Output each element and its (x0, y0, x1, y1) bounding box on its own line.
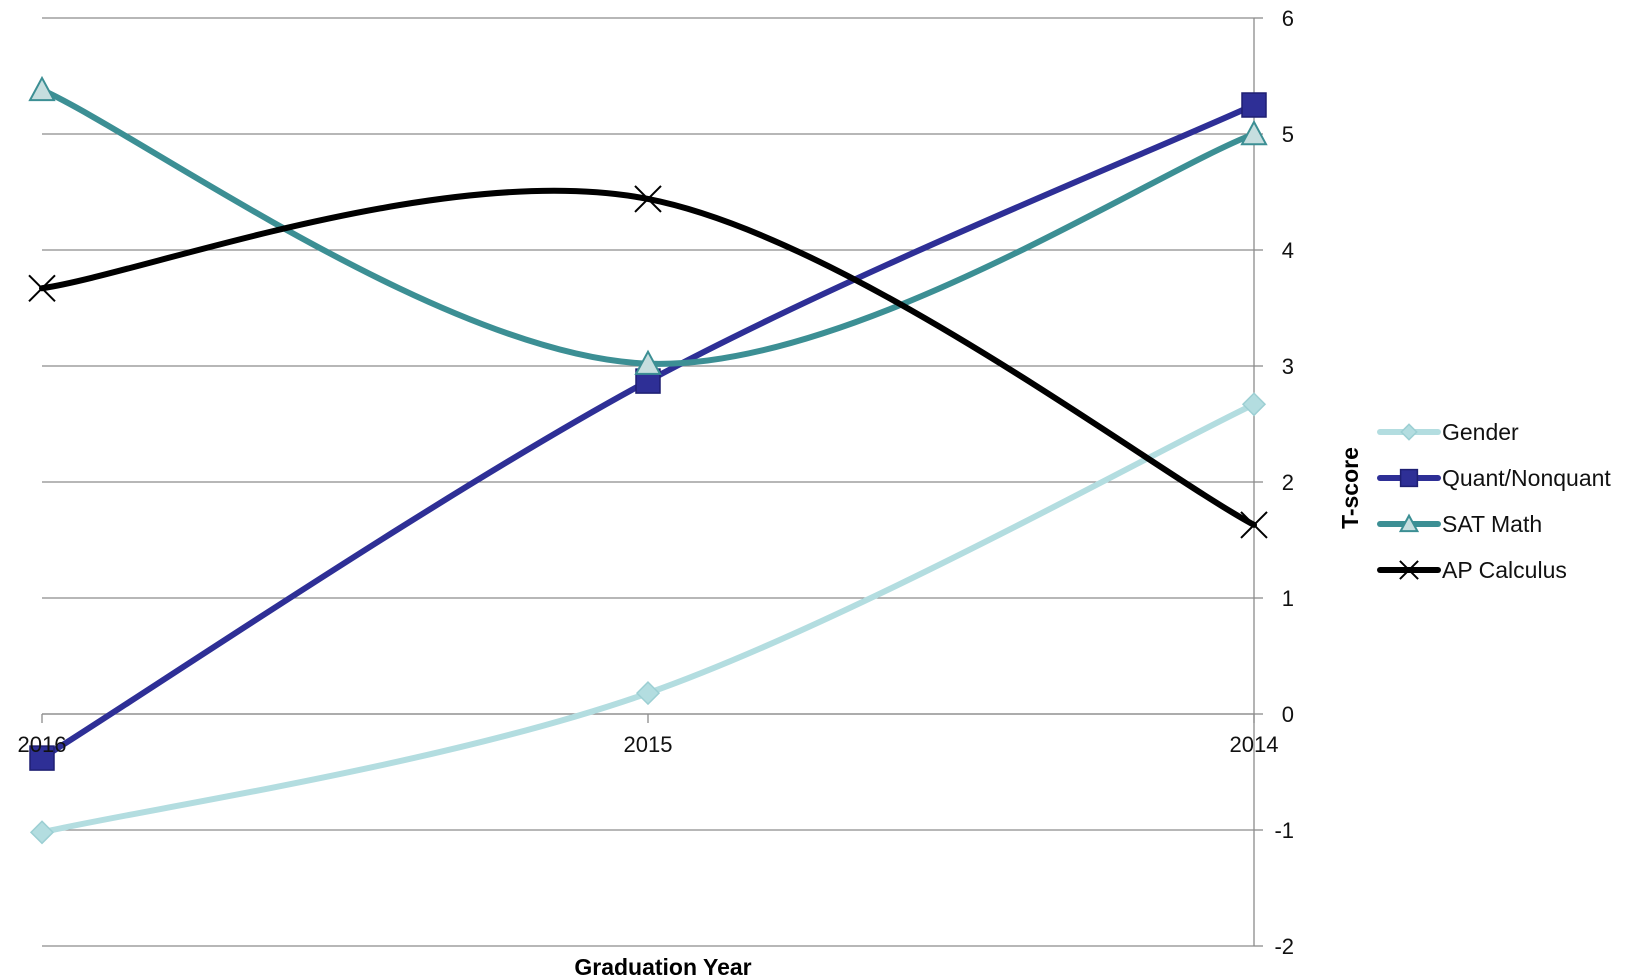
series-gender (29, 392, 1267, 845)
y-tick-label: 6 (1282, 6, 1294, 31)
quant-nonquant-line (39, 102, 1257, 762)
gender-point (1241, 392, 1267, 417)
y-tick-label: 2 (1282, 470, 1294, 495)
series-sat-math (28, 75, 1268, 375)
legend-marker (1398, 513, 1420, 533)
quant-nonquant-point (29, 745, 55, 771)
legend-label: Quant/Nonquant (1442, 465, 1611, 491)
y-tick-label: 4 (1282, 238, 1294, 263)
y-tick-label: 1 (1282, 586, 1294, 611)
y-tick-label: -2 (1274, 934, 1294, 959)
sat-math-point (634, 349, 662, 375)
sat-math-point (28, 75, 56, 102)
ap-calculus-point (28, 274, 56, 302)
series-quant-nonquant (29, 92, 1267, 771)
sat-math-point (1240, 119, 1268, 146)
legend-marker (1399, 560, 1419, 580)
ap-calculus-point (1240, 511, 1268, 539)
legend-item-quant-nonquant: Quant/Nonquant (1377, 465, 1611, 491)
axes (41, 17, 1263, 947)
quant-nonquant-point (1241, 92, 1267, 118)
y-tick-label: 3 (1282, 354, 1294, 379)
legend-item-gender: Gender (1377, 419, 1519, 445)
ap-calculus-point (634, 185, 662, 213)
legend-item-sat-math: SAT Math (1377, 511, 1542, 537)
x-tick-label: 2015 (624, 732, 673, 757)
legend-marker (1399, 468, 1419, 488)
tick-labels: 6 5 4 3 2 1 0 -1 -2 2016 2015 2014 (18, 6, 1294, 959)
gridlines (42, 17, 1254, 947)
series-group (28, 75, 1268, 845)
y-tick-label: 5 (1282, 122, 1294, 147)
x-axis-title: Graduation Year (574, 954, 751, 979)
gender-point (635, 681, 661, 706)
legend-marker (1400, 423, 1418, 441)
gender-point (29, 820, 55, 845)
legend: Gender Quant/Nonquant SAT Math AP Calculus (1377, 419, 1611, 583)
y-axis-title: T-score (1337, 447, 1363, 529)
x-tick-label: 2016 (18, 732, 67, 757)
x-tick-label: 2014 (1230, 732, 1279, 757)
sat-math-line (39, 86, 1257, 367)
y-tick-label: -1 (1274, 818, 1294, 843)
legend-label: SAT Math (1442, 511, 1542, 537)
y-tick-label: 0 (1282, 702, 1294, 727)
legend-label: AP Calculus (1442, 557, 1567, 583)
series-ap-calculus (28, 185, 1268, 539)
legend-item-ap-calculus: AP Calculus (1377, 557, 1567, 583)
gender-line (39, 401, 1257, 836)
legend-label: Gender (1442, 419, 1519, 445)
